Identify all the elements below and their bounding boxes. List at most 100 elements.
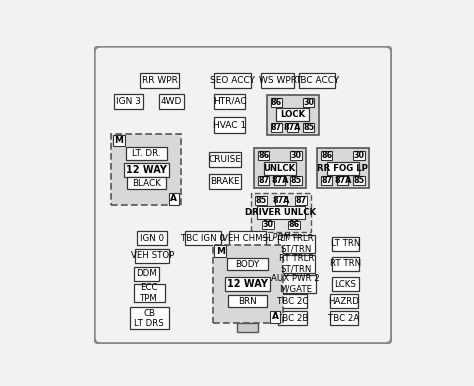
Text: LT TRN: LT TRN [331, 239, 360, 249]
Text: BRN: BRN [238, 297, 257, 306]
Bar [332, 257, 359, 271]
Text: 86: 86 [258, 151, 269, 160]
Bar [295, 196, 307, 205]
Text: TBC 2C: TBC 2C [277, 297, 308, 306]
Text: 87A: 87A [334, 176, 352, 185]
Text: 30: 30 [354, 151, 365, 160]
Text: TBC ACCY: TBC ACCY [295, 76, 339, 85]
Bar [276, 276, 316, 293]
Text: LT TRLR
ST/TRN: LT TRLR ST/TRN [280, 234, 313, 254]
Bar [254, 148, 306, 188]
Bar [261, 73, 294, 88]
Text: BLACK: BLACK [132, 179, 161, 188]
Bar [303, 98, 314, 107]
Bar [276, 108, 309, 121]
Bar [330, 311, 358, 325]
Text: 85: 85 [303, 123, 314, 132]
Bar [237, 323, 258, 332]
Bar [278, 255, 315, 273]
Text: 85: 85 [354, 176, 365, 185]
FancyBboxPatch shape [94, 46, 392, 344]
Bar [134, 284, 165, 301]
Bar [250, 193, 311, 232]
Text: 4WD: 4WD [161, 97, 182, 106]
Bar [332, 277, 359, 291]
Bar [210, 174, 241, 189]
Bar [209, 152, 241, 167]
Text: 87A: 87A [284, 123, 301, 132]
Bar [271, 123, 282, 132]
Bar [257, 207, 305, 219]
Bar [300, 73, 335, 88]
Bar [214, 93, 245, 109]
Text: 87A: 87A [272, 196, 290, 205]
Bar [124, 163, 169, 177]
Text: RR FOG LP: RR FOG LP [318, 164, 368, 173]
Text: — PDM —: — PDM — [262, 233, 301, 242]
Text: WS WPR: WS WPR [259, 76, 297, 85]
Text: IGN 0: IGN 0 [140, 234, 164, 242]
Text: 12 WAY: 12 WAY [227, 279, 268, 289]
Text: BODY: BODY [236, 259, 260, 269]
Text: TBC 2B: TBC 2B [277, 314, 308, 323]
Text: AUX PWR 2
M/GATE: AUX PWR 2 M/GATE [272, 274, 320, 294]
Bar [134, 267, 159, 281]
Text: 12 WAY: 12 WAY [126, 165, 167, 175]
Bar [111, 134, 181, 205]
Text: TBC 2A: TBC 2A [328, 314, 360, 323]
Text: 87: 87 [271, 123, 282, 132]
Bar [229, 231, 266, 245]
Bar [214, 117, 245, 133]
Text: VEH CHMSL: VEH CHMSL [222, 234, 273, 242]
Text: 87: 87 [295, 196, 307, 205]
Bar [353, 151, 365, 160]
Text: RR WPR: RR WPR [142, 76, 178, 85]
Bar [114, 93, 143, 109]
Bar [303, 123, 314, 132]
Bar [126, 147, 166, 159]
Bar [288, 221, 300, 229]
Text: HTR/AC: HTR/AC [213, 97, 246, 106]
Text: 86: 86 [271, 98, 282, 107]
Bar [317, 148, 369, 188]
Bar [278, 235, 315, 252]
Text: UNLCK: UNLCK [264, 164, 296, 173]
Text: 30: 30 [291, 151, 301, 160]
Text: HAZRD: HAZRD [328, 297, 359, 306]
Text: IGN 3: IGN 3 [116, 97, 141, 106]
Text: CB
LT DRS: CB LT DRS [135, 308, 164, 328]
Text: CRUISE: CRUISE [209, 155, 242, 164]
Text: TBC IGN 0: TBC IGN 0 [181, 234, 225, 242]
Bar [228, 295, 267, 307]
Bar [130, 307, 169, 329]
Text: LOCK: LOCK [280, 110, 305, 119]
Bar [213, 245, 283, 323]
Bar [278, 311, 308, 325]
Text: 87: 87 [321, 176, 332, 185]
Bar [271, 98, 282, 107]
Bar [263, 221, 273, 229]
Bar [275, 196, 287, 205]
Bar [330, 294, 358, 308]
Bar [159, 93, 184, 109]
Text: LT. DR.: LT. DR. [132, 149, 161, 158]
Text: SEO ACCY: SEO ACCY [210, 76, 255, 85]
Bar [287, 123, 298, 132]
Text: VEH STOP: VEH STOP [131, 251, 174, 261]
Bar [291, 176, 301, 185]
Text: M: M [216, 247, 225, 256]
Text: LCKS: LCKS [335, 279, 356, 289]
Text: ECC
TPM: ECC TPM [140, 283, 158, 303]
Bar [278, 294, 308, 308]
Bar [214, 73, 251, 88]
Text: 85: 85 [255, 196, 266, 205]
Bar [225, 277, 270, 291]
Text: 30: 30 [303, 98, 314, 107]
Bar [185, 231, 220, 245]
Bar [258, 176, 269, 185]
Bar [274, 176, 285, 185]
Text: DRIVER UNLCK: DRIVER UNLCK [246, 208, 317, 217]
Text: 87A: 87A [271, 176, 289, 185]
Bar [127, 177, 165, 189]
Text: 85: 85 [291, 176, 301, 185]
